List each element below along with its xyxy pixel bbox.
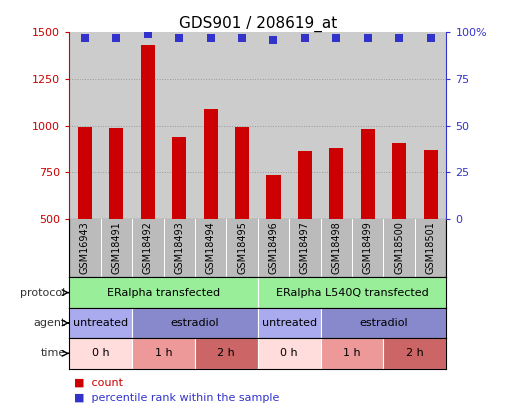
Text: GSM18498: GSM18498: [331, 222, 341, 275]
FancyBboxPatch shape: [321, 308, 446, 338]
Text: 1 h: 1 h: [343, 348, 361, 358]
Title: GDS901 / 208619_at: GDS901 / 208619_at: [179, 16, 337, 32]
Text: GSM18500: GSM18500: [394, 222, 404, 275]
Text: 0 h: 0 h: [92, 348, 109, 358]
Point: [81, 35, 89, 41]
Text: 0 h: 0 h: [281, 348, 298, 358]
Point: [144, 31, 152, 38]
Point: [301, 35, 309, 41]
Text: ERalpha L540Q transfected: ERalpha L540Q transfected: [275, 288, 428, 298]
FancyBboxPatch shape: [258, 338, 321, 369]
Text: agent: agent: [33, 318, 66, 328]
Bar: [392, 143, 406, 219]
Text: ■  count: ■ count: [74, 378, 124, 388]
Text: GSM18495: GSM18495: [237, 222, 247, 275]
FancyBboxPatch shape: [69, 277, 258, 308]
Text: GSM16943: GSM16943: [80, 222, 90, 275]
FancyBboxPatch shape: [69, 308, 132, 338]
FancyBboxPatch shape: [258, 277, 446, 308]
Text: estradiol: estradiol: [171, 318, 219, 328]
Bar: [424, 150, 438, 219]
Text: GSM18493: GSM18493: [174, 222, 184, 275]
Bar: [109, 128, 124, 219]
Point: [395, 35, 403, 41]
Point: [426, 35, 435, 41]
FancyBboxPatch shape: [132, 308, 258, 338]
Text: GSM18499: GSM18499: [363, 222, 373, 275]
Bar: [235, 128, 249, 219]
FancyBboxPatch shape: [195, 338, 258, 369]
Text: time: time: [40, 348, 66, 358]
Bar: [141, 45, 155, 219]
Point: [269, 36, 278, 43]
Bar: [172, 137, 186, 219]
Point: [364, 35, 372, 41]
Bar: [78, 128, 92, 219]
Text: estradiol: estradiol: [359, 318, 408, 328]
Text: ■  percentile rank within the sample: ■ percentile rank within the sample: [74, 393, 280, 403]
FancyBboxPatch shape: [383, 338, 446, 369]
Text: 2 h: 2 h: [218, 348, 235, 358]
FancyBboxPatch shape: [132, 338, 195, 369]
Bar: [361, 129, 375, 219]
Text: GSM18491: GSM18491: [111, 222, 122, 275]
Text: 2 h: 2 h: [406, 348, 424, 358]
Text: ERalpha transfected: ERalpha transfected: [107, 288, 220, 298]
Point: [207, 35, 215, 41]
Text: GSM18496: GSM18496: [268, 222, 279, 275]
Text: untreated: untreated: [73, 318, 128, 328]
Point: [112, 35, 121, 41]
FancyBboxPatch shape: [258, 308, 321, 338]
Text: 1 h: 1 h: [155, 348, 172, 358]
Bar: [204, 109, 218, 219]
Text: GSM18501: GSM18501: [426, 222, 436, 275]
FancyBboxPatch shape: [69, 338, 132, 369]
Text: protocol: protocol: [20, 288, 66, 298]
Text: GSM18492: GSM18492: [143, 222, 153, 275]
Text: untreated: untreated: [262, 318, 317, 328]
Point: [332, 35, 341, 41]
Point: [238, 35, 246, 41]
Bar: [329, 148, 343, 219]
Text: GSM18494: GSM18494: [206, 222, 215, 275]
Bar: [298, 151, 312, 219]
Text: GSM18497: GSM18497: [300, 222, 310, 275]
Bar: [266, 175, 281, 219]
FancyBboxPatch shape: [321, 338, 383, 369]
Point: [175, 35, 183, 41]
